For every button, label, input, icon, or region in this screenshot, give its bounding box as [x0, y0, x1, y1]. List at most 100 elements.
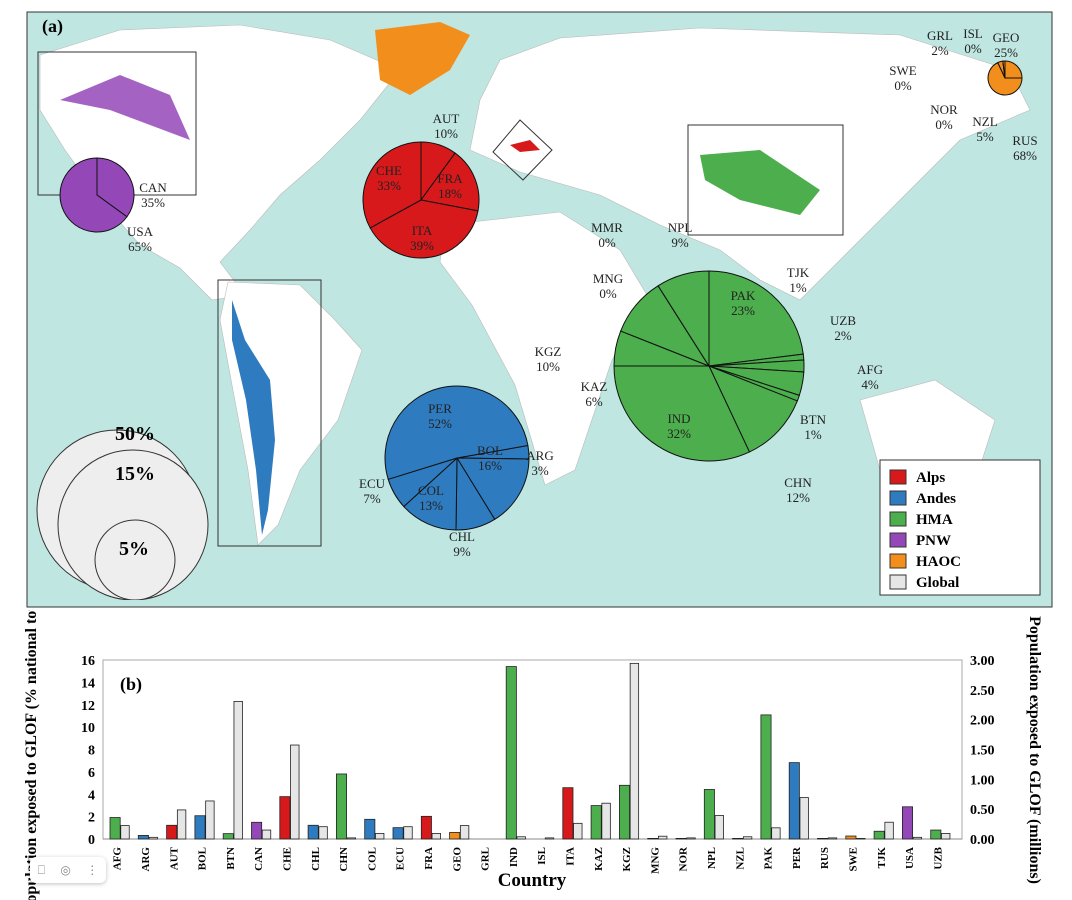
alps-glaciers	[510, 140, 540, 152]
legend-label: HMA	[916, 512, 953, 528]
bar-millions-col	[364, 818, 376, 840]
bar-percent-npl	[714, 815, 724, 840]
bar-millions-arg	[137, 835, 149, 840]
bar-percent-kgz	[629, 662, 640, 840]
x-tick-label: MNG	[649, 847, 661, 874]
pnw-glaciers	[60, 75, 190, 140]
bar-percent-chl	[318, 826, 328, 840]
y-axis-title: Population exposed to GLOF (% national t…	[23, 610, 40, 900]
pie-slice-rus	[987, 61, 1023, 96]
bar-millions-nzl	[732, 838, 744, 840]
bar-millions-npl	[703, 789, 715, 840]
legend-label: Andes	[916, 491, 956, 507]
more-options-icon[interactable]: ⋮	[86, 863, 99, 877]
pie-label-name: KGZ	[535, 344, 562, 359]
pie-label-pct: 0%	[598, 235, 616, 250]
bar-percent-pak	[771, 827, 781, 840]
pie-label-pct: 4%	[861, 377, 879, 392]
pie-label-name: AFG	[857, 362, 883, 377]
pie-label-pct: 10%	[434, 126, 458, 141]
bar-millions-rus	[817, 838, 829, 840]
pie-hma	[613, 270, 805, 462]
pie-label-pct: 0%	[935, 117, 953, 132]
bar-millions-btn	[222, 833, 234, 840]
pie-label-name: SWE	[889, 63, 917, 78]
pie-label-name: PAK	[731, 288, 756, 303]
x-tick-label: CHE	[282, 847, 294, 871]
pie-haoc	[987, 60, 1023, 96]
x-tick-label: GRL	[480, 847, 492, 871]
pie-label-name: GRL	[927, 28, 953, 43]
pie-pnw	[59, 157, 135, 233]
pie-label-pct: 65%	[128, 239, 152, 254]
y-tick-label: 2	[88, 811, 95, 826]
bar-millions-ita	[562, 787, 574, 840]
south-america	[219, 281, 363, 546]
y-tick-label: 4	[88, 788, 95, 803]
pie-label-name: TJK	[787, 265, 810, 280]
bar-percent-afg	[120, 825, 130, 840]
bar-millions-mng	[647, 838, 659, 840]
bar-percent-chn	[346, 837, 357, 840]
pie-slice-chn	[708, 365, 798, 453]
x-tick-label: TJK	[876, 847, 888, 869]
bar-percent-ecu	[403, 826, 413, 840]
bar-millions-pak	[760, 714, 772, 840]
pie-slice-pak	[708, 270, 804, 367]
size-legend-15: 15%	[115, 463, 155, 485]
bar-millions-ecu	[392, 827, 404, 840]
panel-a-label: (a)	[42, 16, 63, 37]
bar-millions-per	[788, 762, 800, 840]
panel-b-bar-chart: 0 2 4 6 8 10 12 14 16 0.00 0.50 1.00 1.50 2.00 2.50 3.0…	[23, 610, 1043, 900]
pie-slice-ita	[369, 199, 479, 259]
pie-label-name: COL	[418, 483, 444, 498]
bar-millions-can	[251, 821, 263, 840]
x-tick-label: KGZ	[621, 847, 633, 871]
x-tick-label: ARG	[140, 847, 152, 872]
pie-label-pct: 9%	[671, 235, 689, 250]
panel-b-label: (b)	[120, 674, 142, 695]
bookmark-icon[interactable]: ⎕	[37, 862, 45, 877]
pie-label-name: ARG	[526, 448, 553, 463]
y-tick-label: 10	[81, 721, 95, 736]
pie-slice-per	[384, 385, 529, 480]
x-tick-label: UZB	[932, 846, 944, 869]
camera-icon[interactable]: ◎	[60, 863, 71, 877]
pie-label-pct: 68%	[1013, 148, 1037, 163]
bar-millions-tjk	[873, 830, 885, 840]
bar-percent-can	[261, 829, 272, 840]
pie-label-pct: 18%	[438, 186, 462, 201]
pie-label-pct: 0%	[599, 286, 617, 301]
pie-label-name: BTN	[800, 412, 827, 427]
alps-box	[492, 119, 553, 181]
hma-box	[687, 124, 844, 236]
pie-label-pct: 23%	[731, 303, 755, 318]
pie-label-name: NPL	[668, 220, 693, 235]
y-tick-label: 8	[88, 744, 95, 759]
bar-percent-aut	[176, 809, 187, 840]
bar-percent-ind	[516, 836, 526, 840]
bar-millions-uzb	[930, 829, 942, 840]
x-tick-label: ITA	[565, 847, 577, 866]
pie-slice-che	[362, 141, 422, 229]
pie-slice-ind	[613, 365, 751, 462]
x-tick-label: RUS	[819, 847, 831, 869]
bar-percent-swe	[856, 838, 866, 840]
bar-millions-bol	[194, 815, 206, 840]
bar-percent-bol	[205, 800, 215, 840]
pie-label-name: KAZ	[581, 379, 608, 394]
x-tick-label: GEO	[451, 847, 463, 872]
x-tick-label: SWE	[848, 847, 860, 871]
pie-label-name: GEO	[993, 30, 1020, 45]
pie-label-name: RUS	[1012, 133, 1037, 148]
pie-slice-fra	[420, 152, 480, 212]
plot-area	[102, 659, 963, 840]
africa	[439, 211, 651, 486]
y2-tick-label: 3.00	[970, 654, 995, 669]
bar-percent-per	[799, 797, 809, 840]
pie-label-name: CHE	[376, 163, 402, 178]
pie-label-name: ISL	[963, 26, 983, 41]
pie-alps	[362, 141, 480, 259]
legend-label: Alps	[916, 470, 945, 486]
